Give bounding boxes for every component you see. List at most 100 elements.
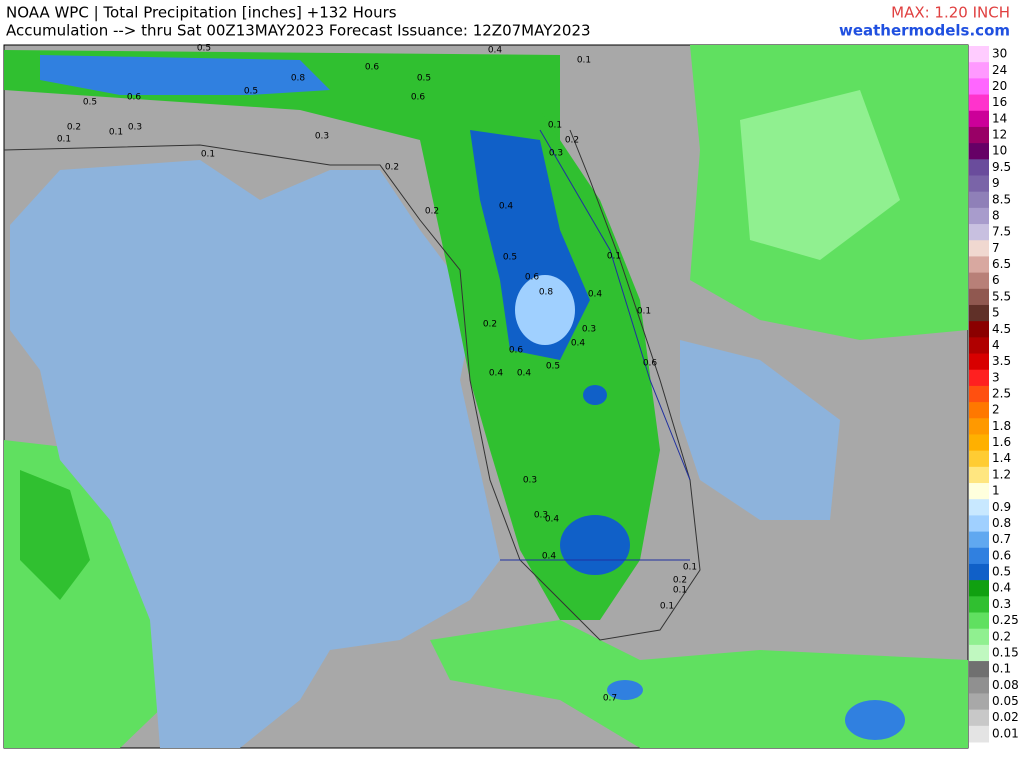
contour-label: 0.6: [411, 93, 426, 103]
contour-label: 0.3: [523, 476, 537, 486]
map: [3, 44, 969, 749]
colorbar-swatch: [969, 224, 989, 241]
contour-label: 0.4: [499, 202, 514, 212]
colorbar-label: 1.4: [992, 451, 1011, 465]
colorbar-label: 7: [992, 241, 1000, 255]
contour-label: 0.3: [315, 132, 329, 142]
colorbar-label: 0.02: [992, 710, 1019, 724]
colorbar-swatch: [969, 580, 989, 597]
contour-label: 0.3: [549, 149, 563, 159]
contour-label: 0.4: [542, 552, 557, 562]
colorbar-label: 1.8: [992, 419, 1011, 433]
colorbar-label: 1.6: [992, 435, 1011, 449]
colorbar-label: 8.5: [992, 192, 1011, 206]
colorbar-swatch: [969, 143, 989, 160]
contour-label: 0.4: [488, 46, 503, 56]
colorbar-swatch: [969, 628, 989, 646]
colorbar-label: 0.15: [992, 645, 1019, 659]
contour-label: 0.5: [503, 253, 517, 263]
colorbar-label: 0.1: [992, 662, 1011, 676]
colorbar-swatch: [969, 288, 989, 306]
colorbar-label: 2: [992, 403, 1000, 417]
colorbar-swatch: [969, 483, 989, 500]
colorbar-swatch: [969, 126, 989, 144]
contour-label: 0.1: [683, 563, 697, 573]
contour-label: 0.5: [417, 74, 431, 84]
colorbar-swatch: [969, 256, 989, 274]
colorbar-swatch: [969, 94, 989, 112]
colorbar-swatch: [969, 62, 989, 79]
colorbar-label: 0.08: [992, 678, 1019, 692]
contour-label: 0.6: [643, 359, 658, 369]
colorbar-swatch: [969, 612, 989, 630]
contour-label: 0.2: [425, 207, 439, 217]
contour-label: 0.8: [539, 288, 554, 298]
contour-label: 0.3: [534, 511, 548, 521]
colorbar-label: 0.25: [992, 613, 1019, 627]
colorbar-swatch: [969, 191, 989, 209]
title: NOAA WPC | Total Precipitation [inches] …: [6, 4, 397, 22]
colorbar-label: 0.7: [992, 532, 1011, 546]
contour-label: 0.2: [565, 136, 579, 146]
contour-label: 0.2: [673, 576, 687, 586]
colorbar-swatch: [969, 159, 989, 176]
colorbar-label: 7.5: [992, 225, 1011, 239]
colorbar-swatch: [969, 418, 989, 435]
colorbar-swatch: [969, 677, 989, 694]
colorbar-swatch: [969, 240, 989, 257]
contour-label: 0.2: [67, 123, 81, 133]
colorbar-swatch: [969, 385, 989, 403]
colorbar-label: 9: [992, 176, 1000, 190]
contour-label: 0.6: [525, 273, 540, 283]
contour-label: 0.2: [483, 320, 497, 330]
colorbar-label: 20: [992, 79, 1007, 93]
colorbar-swatch: [969, 547, 989, 565]
colorbar-swatch: [969, 207, 989, 225]
colorbar-swatch: [969, 725, 989, 743]
colorbar-label: 4.5: [992, 322, 1011, 336]
colorbar-swatch: [969, 531, 989, 549]
contour-label: 0.1: [607, 252, 621, 262]
colorbar-label: 12: [992, 128, 1007, 142]
contour-label: 0.8: [291, 74, 306, 84]
contour-label: 0.1: [57, 135, 71, 145]
contour-label: 0.1: [660, 602, 674, 612]
colorbar-label: 0.05: [992, 694, 1019, 708]
colorbar-swatch: [969, 321, 989, 338]
colorbar-swatch: [969, 304, 989, 322]
contour-label: 0.7: [603, 694, 617, 704]
colorbar-label: 24: [992, 63, 1007, 77]
site-label: weathermodels.com: [839, 22, 1010, 40]
colorbar-label: 3: [992, 370, 1000, 384]
max-label: MAX: 1.20 INCH: [891, 4, 1010, 22]
colorbar-label: 3.5: [992, 354, 1011, 368]
contour-label: 0.6: [365, 63, 380, 73]
colorbar-label: 5.5: [992, 289, 1011, 303]
colorbar-swatch: [969, 709, 989, 727]
colorbar-label: 4: [992, 338, 1000, 352]
colorbar-swatch: [969, 450, 989, 468]
colorbar-swatch: [969, 693, 989, 711]
colorbar-label: 30: [992, 47, 1007, 61]
colorbar-label: 0.6: [992, 548, 1011, 562]
contour-label: 0.6: [509, 346, 524, 356]
contour-label: 0.5: [546, 362, 560, 372]
colorbar-label: 10: [992, 144, 1007, 158]
colorbar-swatch: [969, 563, 989, 581]
colorbar-swatch: [969, 434, 989, 452]
contour-label: 0.5: [197, 44, 211, 54]
contour-label: 0.1: [201, 150, 215, 160]
colorbar-label: 6: [992, 273, 1000, 287]
colorbar-swatch: [969, 78, 989, 96]
contour-label: 0.3: [582, 325, 596, 335]
colorbar-label: 16: [992, 95, 1007, 109]
colorbar-swatch: [969, 644, 989, 662]
contour-label: 0.5: [244, 87, 258, 97]
colorbar-label: 0.2: [992, 629, 1011, 643]
contour-label: 0.4: [588, 290, 603, 300]
colorbar-swatch: [969, 337, 989, 355]
subtitle: Accumulation --> thru Sat 00Z13MAY2023 F…: [6, 22, 591, 40]
colorbar-label: 9.5: [992, 160, 1011, 174]
colorbar-swatch: [969, 661, 989, 678]
